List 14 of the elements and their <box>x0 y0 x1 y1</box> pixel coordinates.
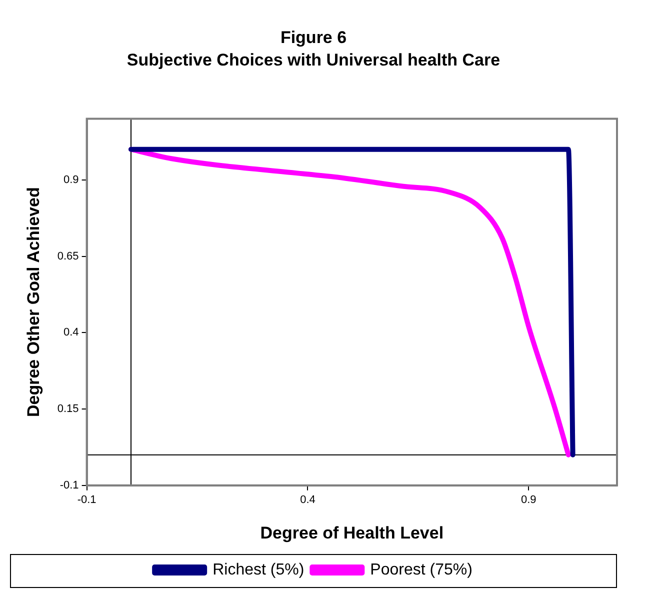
y-tick-label: 0.15 <box>57 403 79 416</box>
x-tick-label: 0.4 <box>300 494 316 506</box>
legend-label: Poorest (75%) <box>370 561 472 578</box>
y-tick-label: 0.4 <box>64 326 79 339</box>
legend-label: Richest (5%) <box>212 561 304 578</box>
chart-subtitle: Subjective Choices with Universal health Care <box>126 50 500 70</box>
y-tick-label: 0.9 <box>64 174 79 186</box>
x-axis-title: Degree of Health Level <box>260 523 444 542</box>
x-tick-label: 0.9 <box>520 494 536 506</box>
y-tick-label: 0.65 <box>57 250 79 262</box>
y-tick-label: -0.1 <box>60 479 79 492</box>
y-axis-title: Degree Other Goal Achieved <box>24 187 43 418</box>
x-tick-label: -0.1 <box>77 494 96 506</box>
chart-title: Figure 6 <box>280 28 347 47</box>
